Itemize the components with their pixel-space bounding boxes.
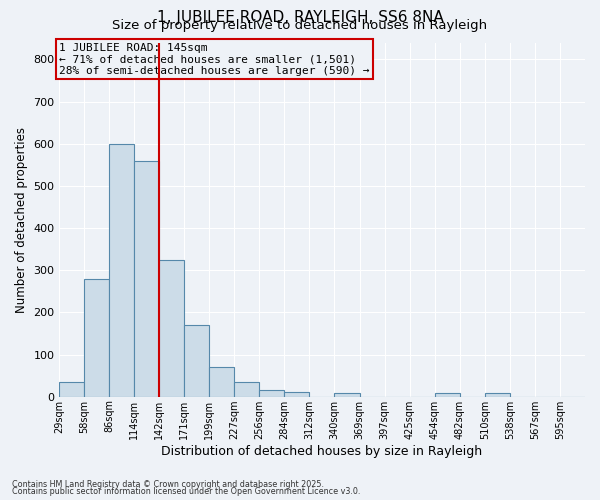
Text: 1 JUBILEE ROAD: 145sqm
← 71% of detached houses are smaller (1,501)
28% of semi-: 1 JUBILEE ROAD: 145sqm ← 71% of detached… — [59, 42, 370, 76]
Bar — [234, 382, 259, 396]
X-axis label: Distribution of detached houses by size in Rayleigh: Distribution of detached houses by size … — [161, 444, 482, 458]
Bar — [84, 278, 109, 396]
Text: Size of property relative to detached houses in Rayleigh: Size of property relative to detached ho… — [112, 19, 488, 32]
Bar — [184, 325, 209, 396]
Bar — [134, 160, 159, 396]
Bar — [209, 367, 234, 396]
Bar — [434, 394, 460, 396]
Bar — [59, 382, 84, 396]
Bar — [284, 392, 310, 396]
Bar — [109, 144, 134, 396]
Text: Contains public sector information licensed under the Open Government Licence v3: Contains public sector information licen… — [12, 487, 361, 496]
Text: 1, JUBILEE ROAD, RAYLEIGH, SS6 8NA: 1, JUBILEE ROAD, RAYLEIGH, SS6 8NA — [157, 10, 443, 25]
Bar — [334, 394, 359, 396]
Bar — [259, 390, 284, 396]
Bar — [159, 260, 184, 396]
Text: Contains HM Land Registry data © Crown copyright and database right 2025.: Contains HM Land Registry data © Crown c… — [12, 480, 324, 489]
Bar — [485, 394, 510, 396]
Y-axis label: Number of detached properties: Number of detached properties — [15, 126, 28, 312]
